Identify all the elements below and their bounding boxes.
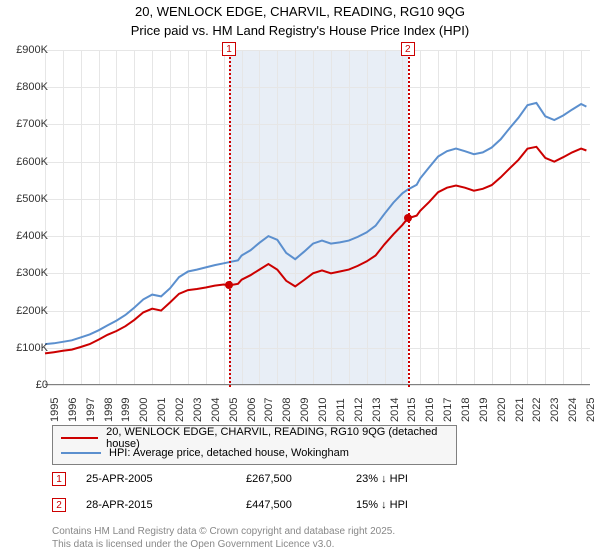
chart-plot-area: 12 (45, 50, 590, 385)
sale-delta-2: 15% ↓ HPI (356, 499, 408, 511)
sale-marker-box-2: 2 (52, 498, 66, 512)
sale-price-2: £447,500 (246, 499, 356, 511)
chart-lines (45, 50, 590, 385)
chart-title-line1: 20, WENLOCK EDGE, CHARVIL, READING, RG10… (0, 0, 600, 23)
sale-row-1: 1 25-APR-2005 £267,500 23% ↓ HPI (52, 472, 552, 486)
sale-delta-1: 23% ↓ HPI (356, 473, 408, 485)
legend-text-hpi: HPI: Average price, detached house, Woki… (109, 447, 349, 459)
sale-date-2: 28-APR-2015 (86, 499, 246, 511)
copyright-line1: Contains HM Land Registry data © Crown c… (52, 526, 395, 539)
legend-swatch-property (61, 437, 98, 439)
legend-row-property: 20, WENLOCK EDGE, CHARVIL, READING, RG10… (61, 430, 448, 445)
legend-swatch-hpi (61, 452, 101, 454)
copyright-line2: This data is licensed under the Open Gov… (52, 539, 334, 552)
sale-marker-box-1: 1 (52, 472, 66, 486)
sale-price-1: £267,500 (246, 473, 356, 485)
sale-row-2: 2 28-APR-2015 £447,500 15% ↓ HPI (52, 498, 552, 512)
chart-title-line2: Price paid vs. HM Land Registry's House … (0, 23, 600, 44)
sale-date-1: 25-APR-2005 (86, 473, 246, 485)
chart-legend: 20, WENLOCK EDGE, CHARVIL, READING, RG10… (52, 425, 457, 465)
